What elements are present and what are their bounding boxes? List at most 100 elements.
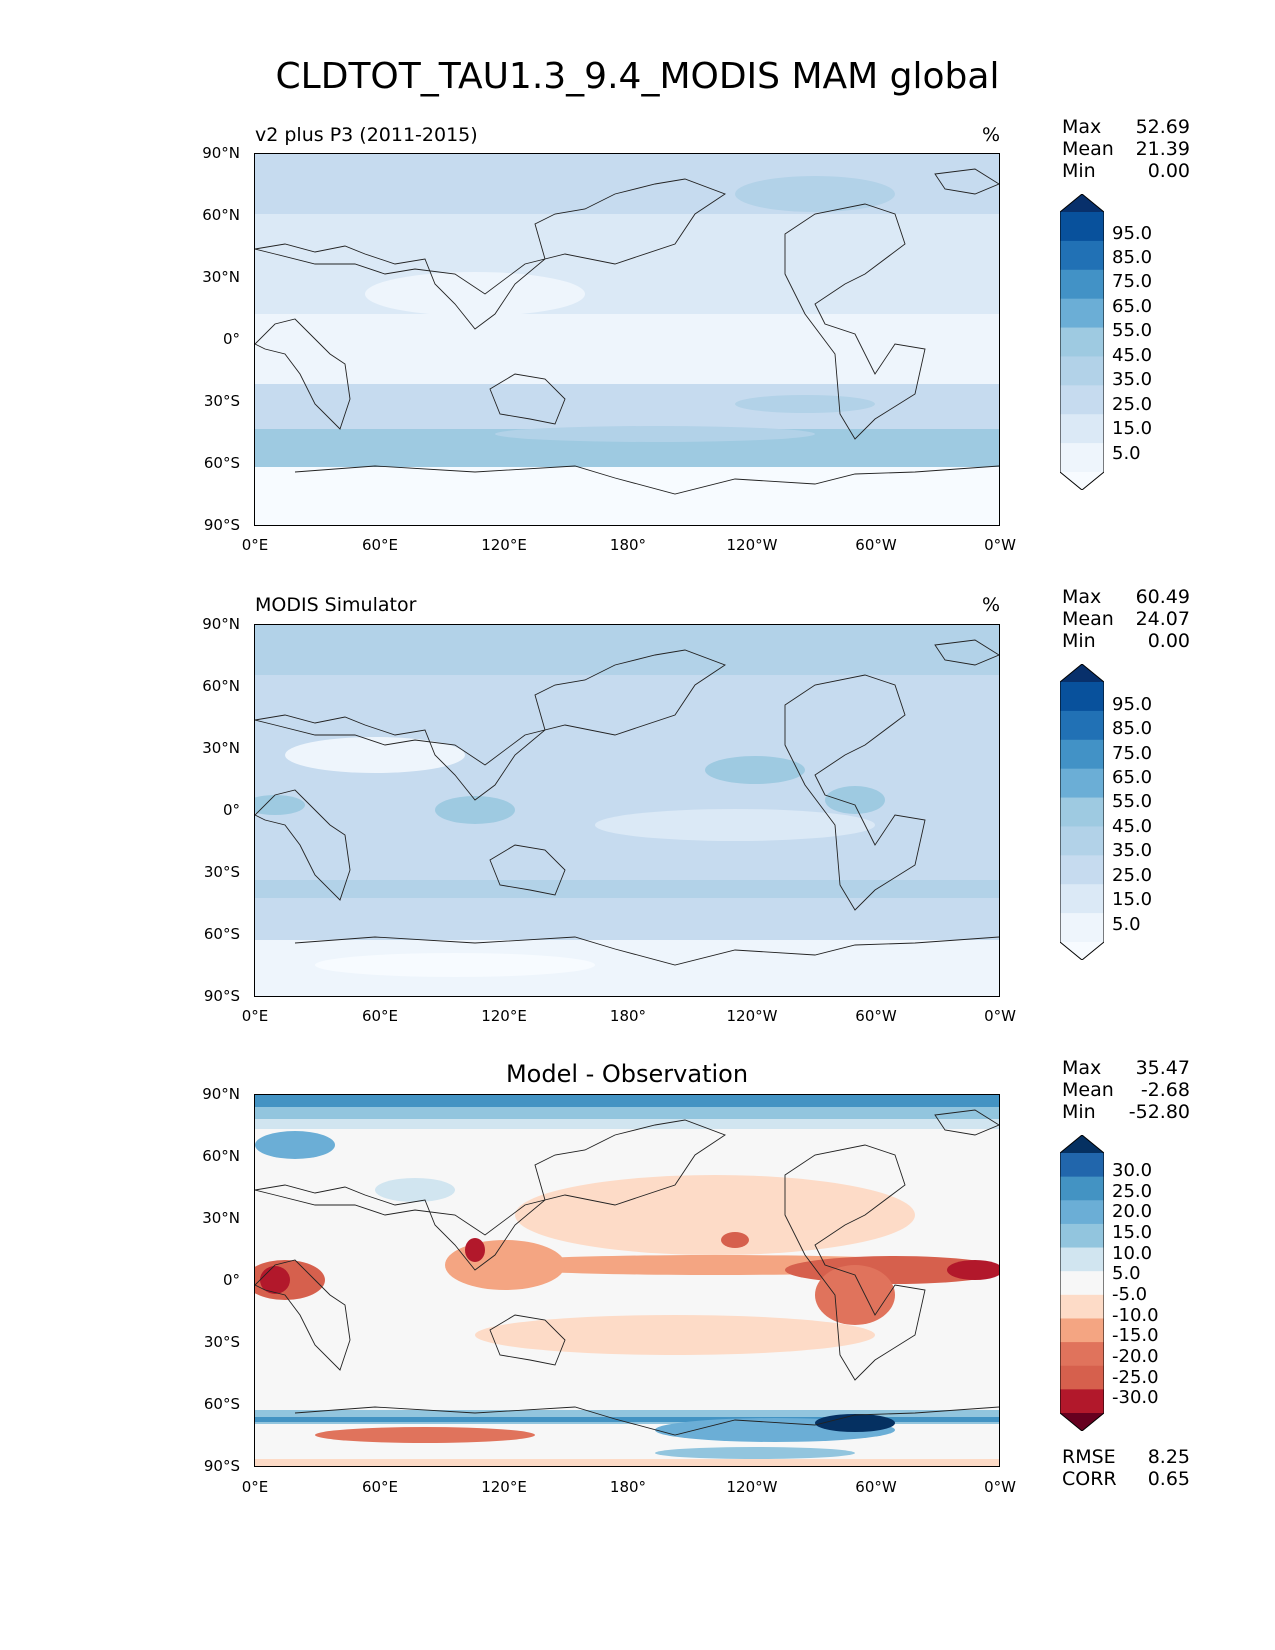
stat-label: Min <box>1062 1101 1096 1123</box>
stat-max: 52.69 <box>1135 116 1190 138</box>
colorbar-label: 75.0 <box>1112 271 1153 292</box>
colorbar-bin <box>1060 1294 1104 1319</box>
lat-label: 30°S <box>203 392 240 410</box>
stat-mean: -2.68 <box>1140 1079 1190 1101</box>
colorbar-bin <box>1060 443 1104 473</box>
colorbar-label: 45.0 <box>1112 816 1153 837</box>
colorbar-extend-top <box>1060 1135 1104 1153</box>
lon-label: 180° <box>609 1007 647 1025</box>
stat-label: Max <box>1062 116 1102 138</box>
colorbar-svg <box>1060 194 1104 490</box>
colorbar-bin <box>1060 1247 1104 1272</box>
lon-label: 0°E <box>241 536 269 554</box>
colorbar-label: -15.0 <box>1112 1325 1159 1346</box>
colorbar-label: 55.0 <box>1112 791 1153 812</box>
colorbar-bin <box>1060 797 1104 827</box>
colorbar-label: 85.0 <box>1112 718 1153 739</box>
lat-label: 30°S <box>203 863 240 881</box>
colorbar-bin <box>1060 1200 1104 1225</box>
colorbar-bin <box>1060 1365 1104 1390</box>
lat-label: 30°N <box>202 1209 240 1227</box>
colorbar-extend-bottom <box>1060 942 1104 960</box>
stats-observation: Max 60.49 Mean 24.07 Min 0.00 <box>1062 586 1190 652</box>
lat-label: 90°S <box>203 987 240 1005</box>
panel-obs-units: % <box>982 594 1001 616</box>
stat-label: Min <box>1062 160 1096 182</box>
lat-label: 60°S <box>203 454 240 472</box>
stat-mean: 24.07 <box>1135 608 1190 630</box>
colorbar-label: -25.0 <box>1112 1367 1159 1388</box>
colorbar-bin <box>1060 855 1104 885</box>
colorbar-label: 65.0 <box>1112 767 1153 788</box>
colorbar-bin <box>1060 884 1104 914</box>
lon-label: 0°W <box>984 536 1016 554</box>
stat-label: Max <box>1062 1057 1102 1079</box>
colorbar-observation <box>1060 664 1104 960</box>
panel-diff-title: Model - Observation <box>505 1060 749 1088</box>
colorbar-label: 5.0 <box>1112 914 1141 935</box>
stat-label: Mean <box>1062 138 1114 160</box>
colorbar-label: 25.0 <box>1112 1181 1153 1202</box>
colorbar-difference <box>1060 1135 1104 1431</box>
map-difference-field <box>255 1095 999 1466</box>
lon-label: 0°W <box>984 1007 1016 1025</box>
map-observation <box>254 624 1000 997</box>
colorbar-bin <box>1060 1223 1104 1249</box>
lat-label: 90°N <box>202 144 240 162</box>
colorbar-label: -30.0 <box>1112 1387 1159 1408</box>
colorbar-bin <box>1060 1271 1104 1296</box>
lat-label: 0° <box>222 1271 240 1289</box>
colorbar-model <box>1060 194 1104 490</box>
colorbar-bin <box>1060 826 1104 856</box>
colorbar-bin <box>1060 212 1104 242</box>
colorbar-label: 10.0 <box>1112 1243 1153 1264</box>
colorbar-bin <box>1060 269 1104 300</box>
colorbar-bin <box>1060 913 1104 943</box>
figure-title: CLDTOT_TAU1.3_9.4_MODIS MAM global <box>275 56 1000 97</box>
colorbar-bin <box>1060 768 1104 799</box>
colorbar-bin <box>1060 739 1104 770</box>
lon-label: 120°W <box>726 1007 778 1025</box>
colorbar-svg <box>1060 664 1104 960</box>
metric-label: CORR <box>1062 1468 1117 1490</box>
colorbar-label: 15.0 <box>1112 418 1153 439</box>
colorbar-label: 15.0 <box>1112 889 1153 910</box>
map-difference <box>254 1094 1000 1467</box>
stat-min: 0.00 <box>1147 160 1190 182</box>
colorbar-bin <box>1060 385 1104 415</box>
colorbar-label: 35.0 <box>1112 840 1153 861</box>
colorbar-extend-bottom <box>1060 1413 1104 1431</box>
colorbar-label: -5.0 <box>1112 1284 1148 1305</box>
metrics-difference: RMSE 8.25 CORR 0.65 <box>1062 1446 1190 1490</box>
colorbar-label: 5.0 <box>1112 443 1141 464</box>
stat-mean: 21.39 <box>1135 138 1190 160</box>
stat-min: -52.80 <box>1128 1101 1190 1123</box>
colorbar-bin <box>1060 1389 1104 1414</box>
lat-label: 60°N <box>202 206 240 224</box>
lon-label: 120°E <box>481 536 527 554</box>
colorbar-extend-top <box>1060 194 1104 212</box>
colorbar-bin <box>1060 710 1104 741</box>
lat-label: 90°S <box>203 516 240 534</box>
lat-label: 0° <box>222 330 240 348</box>
lon-label: 60°W <box>855 1007 897 1025</box>
panel-model-title: v2 plus P3 (2011-2015) <box>255 124 478 146</box>
lon-label: 120°E <box>481 1478 527 1496</box>
colorbar-label: 30.0 <box>1112 1160 1153 1181</box>
colorbar-bin <box>1060 1176 1104 1201</box>
panel-model-units: % <box>982 124 1001 146</box>
lon-label: 180° <box>609 536 647 554</box>
stat-max: 35.47 <box>1135 1057 1190 1079</box>
colorbar-label: 25.0 <box>1112 865 1153 886</box>
colorbar-bin <box>1060 1342 1104 1367</box>
colorbar-label: 75.0 <box>1112 743 1153 764</box>
colorbar-bin <box>1060 356 1104 386</box>
colorbar-extend-top <box>1060 664 1104 682</box>
colorbar-label: 35.0 <box>1112 369 1153 390</box>
map-model <box>254 153 1000 526</box>
stat-min: 0.00 <box>1147 630 1190 652</box>
lat-label: 60°N <box>202 1147 240 1165</box>
colorbar-label: 65.0 <box>1112 296 1153 317</box>
metric-rmse: 8.25 <box>1147 1446 1190 1468</box>
colorbar-bin <box>1060 1153 1104 1178</box>
